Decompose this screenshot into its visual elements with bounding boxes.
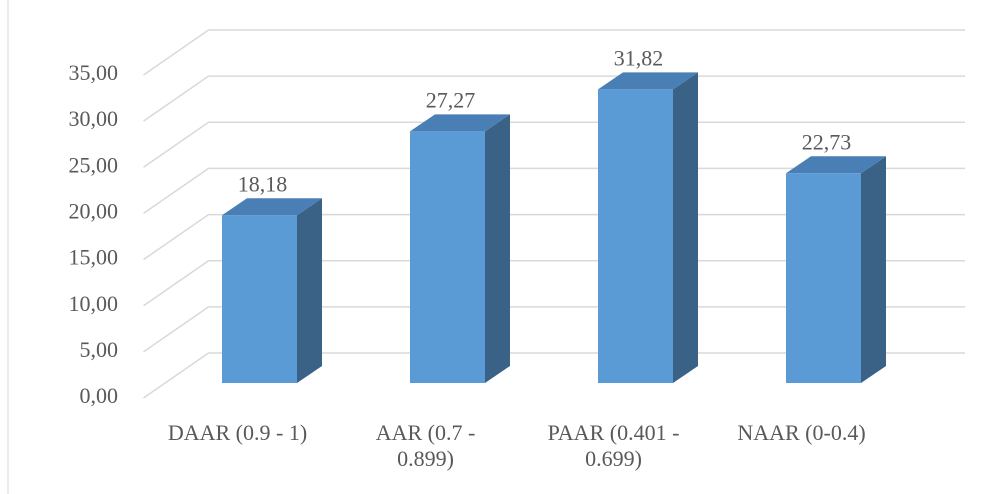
- grid-line: [143, 121, 965, 168]
- x-tick-label-box: PAAR (0.401 - 0.699): [547, 420, 680, 471]
- y-tick-label: 0,00: [80, 383, 119, 408]
- grid-line: [143, 352, 965, 399]
- x-tick-label-box: DAAR (0.9 - 1): [167, 420, 308, 445]
- x-tick-label: DAAR (0.9 - 1): [167, 420, 308, 445]
- y-tick-label: 5,00: [80, 337, 119, 362]
- bar: [786, 173, 861, 383]
- bar-top: [786, 156, 886, 174]
- x-tick-label: AAR (0.7 - 0.899): [375, 420, 476, 471]
- y-tick-label: 15,00: [69, 245, 119, 270]
- value-label: 18,18: [238, 171, 288, 196]
- x-tick-label: PAAR (0.401 - 0.699): [547, 420, 680, 471]
- y-tick-label: 20,00: [69, 198, 119, 223]
- value-label: 22,73: [802, 129, 852, 154]
- y-tick-label: 10,00: [69, 291, 119, 316]
- bar-top: [222, 198, 322, 216]
- y-tick-label: 30,00: [69, 106, 119, 131]
- x-tick-label-box: AAR (0.7 - 0.899): [375, 420, 476, 471]
- bar: [222, 215, 297, 383]
- grid-line: [143, 259, 965, 307]
- x-tick-label-box: NAAR (0-0.4): [737, 420, 866, 445]
- y-tick-label: 25,00: [69, 152, 119, 177]
- bar-side: [485, 114, 510, 384]
- bar: [598, 89, 673, 383]
- value-label: 31,82: [614, 45, 664, 70]
- grid-line: [143, 167, 965, 215]
- bar-side: [297, 198, 322, 383]
- grid-line: [143, 29, 965, 76]
- grid-line: [143, 213, 965, 261]
- bar: [410, 131, 485, 383]
- grid-line: [143, 75, 965, 122]
- bar-top: [410, 114, 510, 132]
- y-tick-label: 35,00: [69, 60, 119, 85]
- bar-side: [673, 72, 698, 383]
- x-tick-label: NAAR (0-0.4): [737, 420, 866, 445]
- value-label: 27,27: [426, 87, 476, 112]
- bar-side: [861, 156, 886, 383]
- bar-top: [598, 72, 698, 90]
- grid-line: [143, 306, 965, 353]
